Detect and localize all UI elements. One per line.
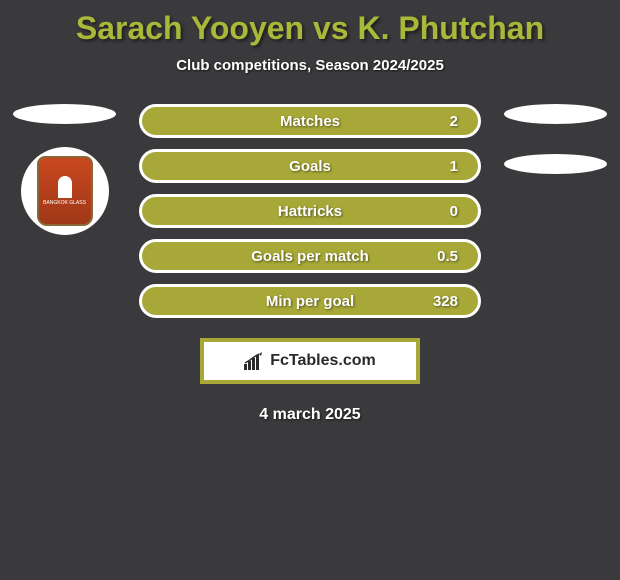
stats-column: Matches 2 Goals 1 Hattricks 0 Goals per match 0… bbox=[139, 104, 481, 318]
right-column bbox=[501, 104, 610, 318]
stat-value: 2 bbox=[418, 113, 458, 130]
content-area: BANGKOK GLASS Matches 2 Goals 1 Hattricks 0 Go… bbox=[0, 104, 620, 318]
badge-text: BANGKOK GLASS bbox=[43, 200, 86, 206]
club-badge: BANGKOK GLASS bbox=[21, 147, 109, 235]
badge-hands-icon bbox=[58, 176, 72, 198]
badge-shield-icon: BANGKOK GLASS bbox=[37, 156, 93, 226]
fctables-logo-box[interactable]: FcTables.com bbox=[200, 338, 420, 384]
stat-bar: Min per goal 328 bbox=[139, 284, 481, 318]
logo-text: FcTables.com bbox=[270, 352, 376, 370]
stat-bar: Goals per match 0.5 bbox=[139, 239, 481, 273]
player-ellipse-left bbox=[13, 104, 116, 124]
chart-icon bbox=[244, 352, 264, 370]
stat-bar: Goals 1 bbox=[139, 149, 481, 183]
stat-label: Matches bbox=[280, 113, 340, 130]
stat-bar: Matches 2 bbox=[139, 104, 481, 138]
subtitle: Club competitions, Season 2024/2025 bbox=[0, 57, 620, 74]
stat-value: 0.5 bbox=[418, 248, 458, 265]
stat-value: 1 bbox=[418, 158, 458, 175]
comparison-title: Sarach Yooyen vs K. Phutchan bbox=[0, 10, 620, 47]
stat-label: Goals bbox=[289, 158, 331, 175]
stat-value: 0 bbox=[418, 203, 458, 220]
stat-label: Hattricks bbox=[278, 203, 342, 220]
player-ellipse-right-1 bbox=[504, 104, 607, 124]
stat-label: Min per goal bbox=[266, 293, 354, 310]
player-ellipse-right-2 bbox=[504, 154, 607, 174]
stat-bar: Hattricks 0 bbox=[139, 194, 481, 228]
left-column: BANGKOK GLASS bbox=[10, 104, 119, 318]
stat-label: Goals per match bbox=[251, 248, 369, 265]
stat-value: 328 bbox=[418, 293, 458, 310]
date-label: 4 march 2025 bbox=[0, 406, 620, 424]
